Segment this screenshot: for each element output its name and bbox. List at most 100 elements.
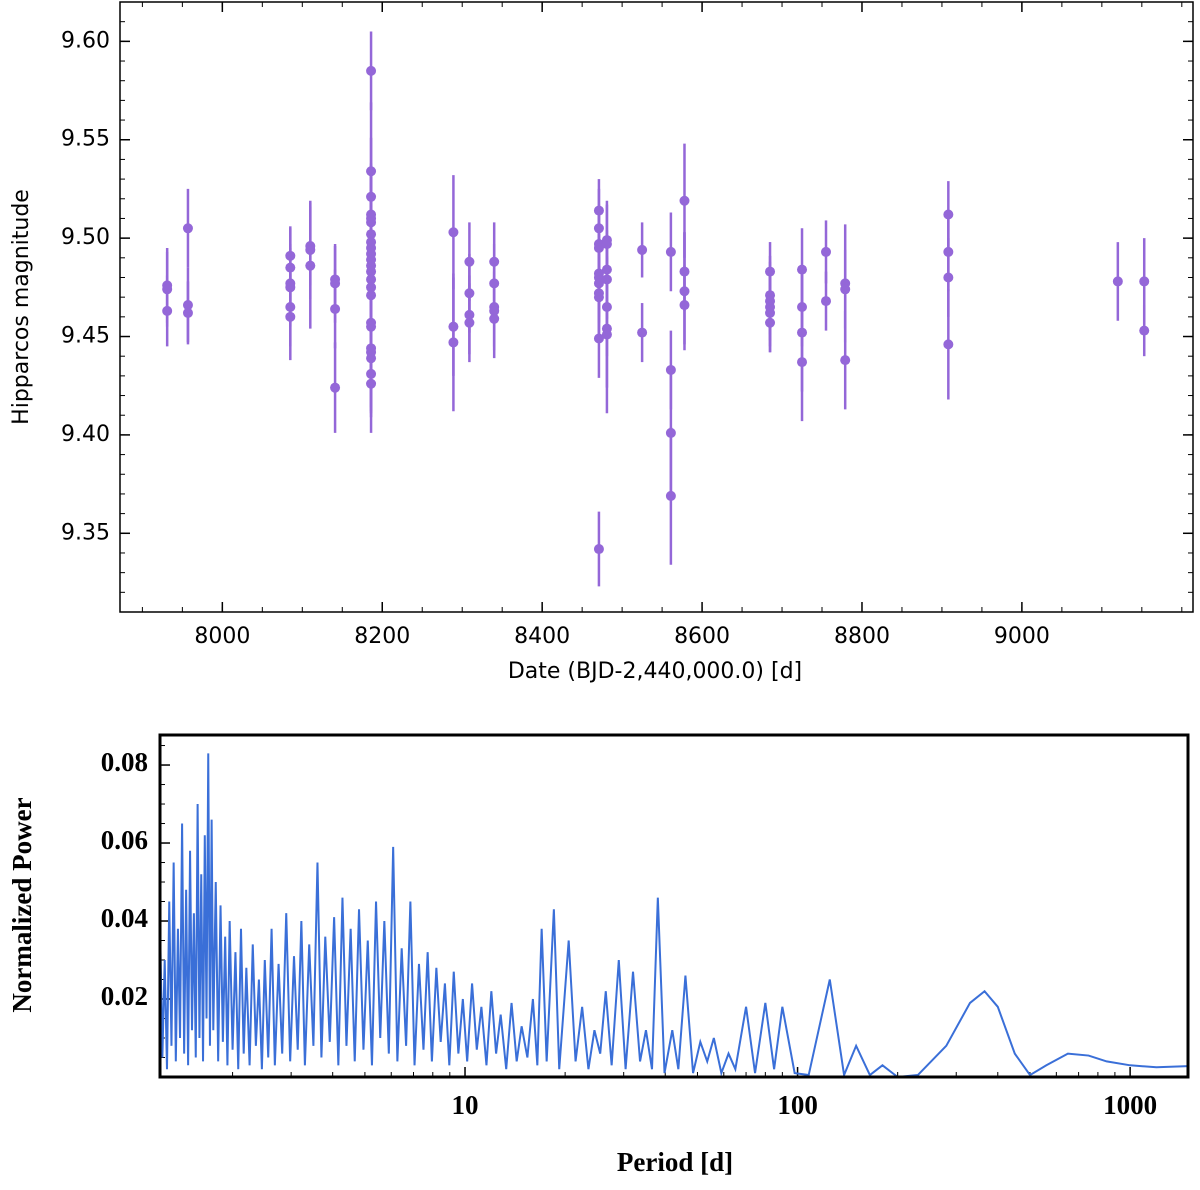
data-point [679,286,690,297]
y-tick-label: 0.06 [101,825,148,855]
y-tick-label: 9.55 [61,127,110,152]
data-point [665,246,676,257]
data-point [593,544,604,555]
data-point [366,229,377,240]
x-axis-label: Period [d] [617,1147,733,1177]
power-line [159,753,1189,1079]
x-tick-label: 8000 [194,624,250,649]
y-tick-label: 9.50 [61,225,110,250]
data-point [593,242,604,253]
y-axis-label: Hipparcos magnitude [9,189,34,425]
data-point [285,302,296,312]
data-point [366,274,377,285]
data-point [797,302,808,312]
data-point [1139,276,1150,287]
data-point [637,327,648,338]
data-point [305,260,316,271]
data-point [366,290,377,301]
data-point [330,382,341,393]
x-tick-label: 8200 [354,624,410,649]
data-point [182,307,193,318]
data-point [366,65,377,76]
data-point [943,339,954,350]
data-point [1139,325,1150,336]
plot-frame [158,733,1190,1079]
x-tick-label: 100 [777,1090,818,1120]
data-point [366,282,377,293]
data-point [601,274,612,285]
data-point [464,288,475,299]
data-point [285,250,296,261]
data-point [366,353,377,364]
data-point [679,266,690,277]
data-point [797,264,808,275]
data-point [593,278,604,289]
data-point [601,329,612,340]
data-point [821,296,832,307]
x-tick-label: 8400 [514,624,570,649]
data-point [840,355,851,366]
data-point [285,311,296,322]
y-tick-label: 9.40 [61,422,110,447]
data-point [366,166,377,177]
data-point [489,313,500,324]
y-tick-label: 0.02 [101,981,148,1011]
data-point [797,357,808,368]
data-point [448,227,459,238]
data-point [330,303,341,314]
data-point [679,300,690,311]
data-point [821,246,832,257]
x-tick-label: 10 [452,1090,479,1120]
data-point [601,239,612,250]
data-point [593,292,604,303]
data-point [593,333,604,344]
data-point [601,264,612,275]
data-point [366,378,377,389]
data-point [665,490,676,501]
x-tick-label: 1000 [1103,1090,1157,1120]
data-point [1112,276,1123,287]
data-point [448,337,459,348]
data-point [366,217,377,228]
data-point [943,209,954,220]
data-point [366,191,377,202]
data-point [182,300,193,311]
data-point [840,284,851,295]
data-point [943,246,954,257]
data-point [330,278,341,289]
data-point [489,305,500,316]
data-point [162,305,173,316]
data-point [489,278,500,289]
data-point [489,256,500,267]
y-tick-label: 9.35 [61,520,110,545]
y-tick-label: 0.04 [101,903,148,933]
data-point [366,266,377,277]
data-point [305,244,316,255]
data-point [182,223,193,234]
data-point [797,327,808,338]
data-point [665,364,676,375]
x-tick-label: 8600 [674,624,730,649]
data-point [637,244,648,255]
data-point [765,266,776,277]
data-point [601,302,612,312]
plot-frame [119,1,1194,613]
y-axis-label: Normalized Power [7,797,37,1012]
data-point [593,205,604,216]
data-point [679,195,690,206]
data-point [162,284,173,295]
data-point [285,282,296,293]
data-point [285,262,296,273]
x-tick-label: 9000 [994,624,1050,649]
data-point [366,321,377,332]
x-tick-label: 8800 [834,624,890,649]
data-point [464,317,475,328]
y-tick-label: 9.60 [61,28,110,53]
data-point [464,309,475,320]
data-point [943,272,954,283]
data-point [665,427,676,438]
x-axis-label: Date (BJD-2,440,000.0) [d] [508,659,802,684]
y-tick-label: 0.08 [101,747,148,777]
